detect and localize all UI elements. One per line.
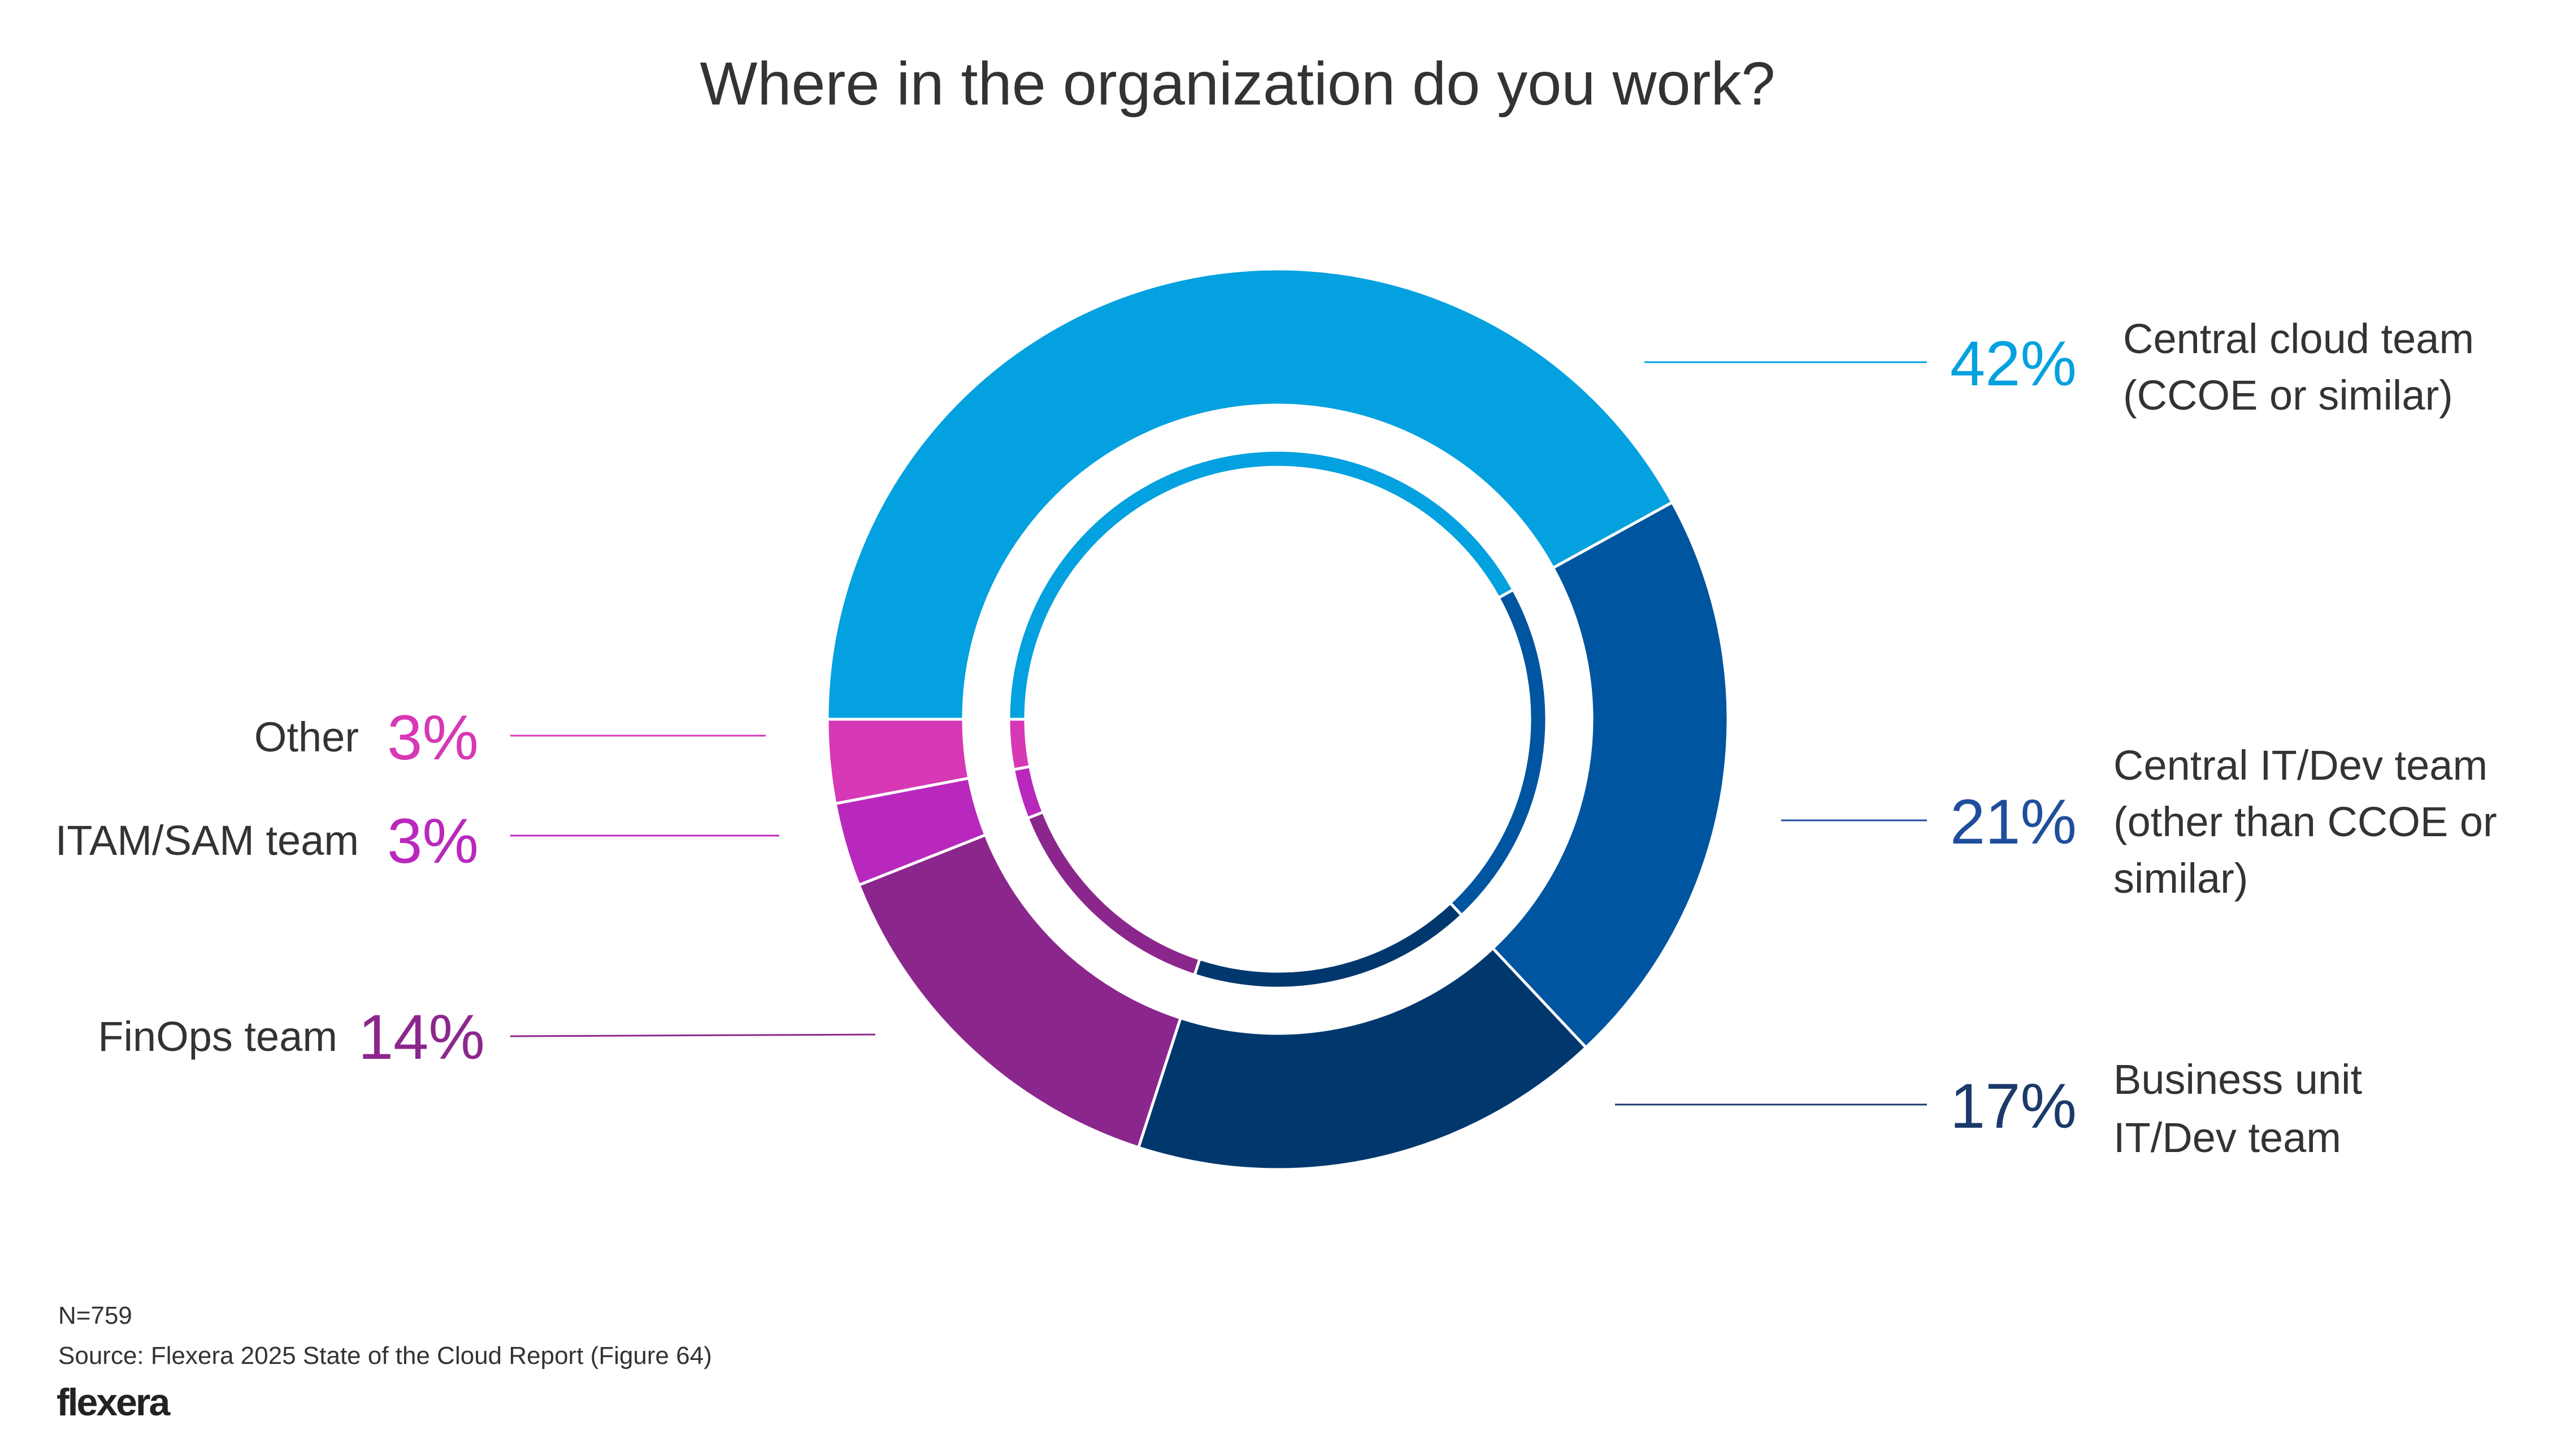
category-label-central-it: similar): [2113, 855, 2248, 902]
category-label-central-it: Central IT/Dev team: [2113, 742, 2487, 789]
data-label-finops: 14%: [358, 1002, 485, 1072]
inner-ring: [1007, 449, 1548, 990]
category-label-finops: FinOps team: [98, 1013, 337, 1060]
category-label-central-cloud: Central cloud team: [2123, 315, 2474, 362]
category-label-business-unit: IT/Dev team: [2113, 1114, 2341, 1161]
leader-line-finops: [510, 1033, 876, 1037]
sample-size-note: N=759: [58, 1302, 132, 1329]
category-label-itam: ITAM/SAM team: [55, 817, 359, 864]
data-label-business-unit: 17%: [1950, 1071, 2077, 1141]
inner-arc-central-it: [1448, 588, 1548, 918]
slice-finops: [857, 833, 1183, 1150]
data-label-itam: 3%: [387, 806, 479, 876]
data-label-other: 3%: [387, 702, 479, 773]
inner-arc-other: [1007, 718, 1032, 772]
inner-arc-central-cloud: [1007, 449, 1516, 721]
slice-central-cloud: [826, 267, 1674, 721]
slice-other: [826, 718, 971, 806]
slice-business-unit: [1136, 946, 1588, 1171]
category-label-other: Other: [254, 714, 359, 760]
inner-arc-itam: [1011, 764, 1045, 820]
category-label-business-unit: Business unit: [2113, 1056, 2363, 1103]
data-label-central-cloud: 42%: [1950, 328, 2077, 399]
category-label-central-cloud: (CCOE or similar): [2123, 372, 2453, 419]
slices: [826, 267, 1730, 1171]
data-label-central-it: 21%: [1950, 786, 2077, 857]
flexera-logo: flexera: [57, 1381, 171, 1424]
slice-central-it: [1491, 500, 1730, 1050]
inner-arc-business-unit: [1192, 901, 1464, 990]
chart-title: Where in the organization do you work?: [700, 49, 1775, 118]
category-label-central-it: (other than CCOE or: [2113, 798, 2497, 845]
source-note: Source: Flexera 2025 State of the Cloud …: [58, 1342, 712, 1370]
